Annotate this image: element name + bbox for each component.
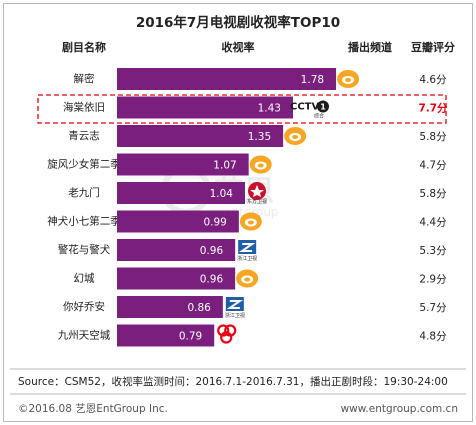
svg-text:浙江卫视: 浙江卫视 [237,255,257,262]
chart-frame [3,3,473,422]
category-label: 青云志 [68,129,100,142]
category-label: 幻城 [74,272,95,285]
source-note: Source：CSM52，收视率监测时间：2016.7.1-2016.7.31，… [18,375,448,388]
footer-url: www.entgroup.com.cn [341,403,458,415]
bar [117,296,223,318]
dragon-tv-logo-icon: 东方卫视 [247,182,267,205]
category-label: 警花与警犬 [58,243,111,256]
bar [117,68,337,90]
douban-score: 4.4分 [419,217,447,229]
category-label: 老九门 [68,186,100,199]
douban-score: 4.7分 [419,160,447,172]
douban-score: 5.8分 [419,131,447,143]
douban-score: 7.7分 [418,102,448,115]
bar-value-label: 0.96 [200,245,224,257]
bar [117,324,215,347]
svg-text:综合: 综合 [314,113,324,120]
category-label: 九州天空城 [58,329,111,342]
svg-text:浙江卫视: 浙江卫视 [225,312,245,319]
zhejiang-tv-logo-icon: 浙江卫视 [237,240,257,262]
category-label: 旋风少女第二季 [47,158,121,171]
zhejiang-tv-logo-icon: 浙江卫视 [225,297,245,319]
bar [117,96,293,119]
chart-row: 海棠依旧 1.43 CCTV 1综合 7.7分 [63,96,448,120]
cctv1-logo-icon: CCTV 1综合 [290,100,329,120]
bar [117,182,245,204]
svg-text:1: 1 [320,103,326,112]
chart-row: 九州天空城 0.79 4.8分 [58,324,447,347]
bar-value-label: 1.78 [301,74,324,86]
bar-value-label: 0.86 [187,302,211,314]
svg-text:东方卫视: 东方卫视 [247,198,267,205]
bar [117,267,236,290]
header-channel: 播出频道 [348,40,392,54]
bar [117,210,239,233]
hunan-tv-logo-icon [236,269,259,288]
bar-value-label: 0.96 [200,274,224,286]
bar-value-label: 1.07 [213,160,236,172]
header-name: 剧目名称 [62,40,106,54]
category-label: 海棠依旧 [63,101,105,114]
chart-row: 幻城 0.96 2.9分 [74,267,447,290]
bar [117,125,284,147]
chart-title: 2016年7月电视剧收视率TOP10 [136,14,340,31]
hunan-tv-logo-icon [337,70,360,88]
douban-score: 4.8分 [419,331,447,343]
chart-row: 青云志 1.35 5.8分 [68,125,447,147]
bar [117,153,249,176]
chart-row: 你好乔安 0.86 浙江卫视 5.7分 [63,296,447,319]
bar-value-label: 1.04 [210,188,234,200]
bar-value-label: 0.79 [179,331,202,343]
douban-score: 2.9分 [419,274,447,286]
douban-score: 5.7分 [419,302,447,314]
bar-value-label: 1.35 [248,131,271,143]
hunan-tv-logo-icon [249,155,272,174]
chart-row: 解密 1.78 4.6分 [74,68,447,90]
highlight-box [37,94,447,124]
jiangsu-tv-logo-icon [217,324,237,344]
header-rating: 收视率 [222,40,255,54]
category-label: 你好乔安 [63,300,105,313]
hunan-tv-logo-icon [284,127,307,145]
chart-row: 老九门 1.04 东方卫视 5.8分 [68,182,447,205]
chart-row: 旋风少女第二季 1.07 4.7分 [47,153,447,176]
category-label: 解密 [74,72,95,85]
douban-score: 5.3分 [419,245,447,257]
svg-text:CCTV: CCTV [290,102,319,113]
chart-row: 警花与警犬 0.96 浙江卫视 5.3分 [58,239,447,262]
bar-value-label: 0.99 [203,217,226,229]
bar-value-label: 1.43 [258,103,281,115]
category-label: 神犬小七第二季 [47,215,121,228]
header-score: 豆瓣评分 [411,40,455,54]
hunan-tv-logo-icon [239,212,262,231]
footer-copyright: ©2016.08 艺恩EntGroup Inc. [18,403,168,415]
bar [117,239,236,261]
douban-score: 5.8分 [419,188,447,200]
chart-row: 神犬小七第二季 0.99 4.4分 [47,210,447,233]
douban-score: 4.6分 [419,74,447,86]
